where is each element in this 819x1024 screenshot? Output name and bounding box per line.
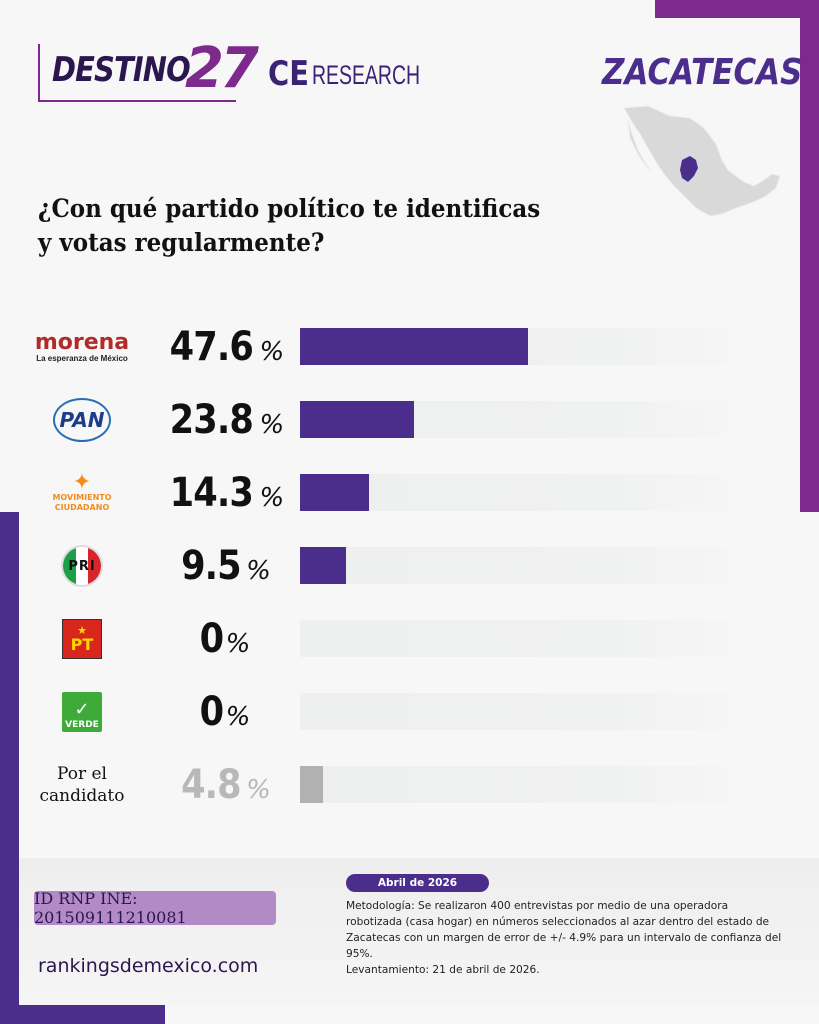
candidate-label-line-1: Por el (56, 764, 107, 784)
movimiento-ciudadano-logo: ✦ MOVIMIENTO CIUDADANO (30, 463, 134, 523)
bar-pri (300, 547, 346, 584)
result-row-pri: PRI 9.5% (0, 536, 800, 596)
destino-logo-frame (38, 44, 236, 102)
state-title: ZACATECAS (602, 52, 803, 93)
bar-pan (300, 401, 415, 438)
value-label: 0 (199, 616, 223, 662)
pt-logo-text: PT (70, 634, 94, 654)
frame-left-accent (0, 512, 19, 1024)
pan-logo-text: PAN (53, 398, 111, 442)
zacatecas-highlight (680, 156, 698, 182)
verde-logo: ✓ VERDE (30, 682, 134, 742)
ine-id-badge: ID RNP INE: 201509111210081 (34, 889, 276, 927)
percent-sign: % (259, 410, 285, 440)
ceresearch-logo-research: RESEARCH (312, 60, 421, 90)
percent-sign: % (259, 483, 285, 513)
result-row-mc: ✦ MOVIMIENTO CIUDADANO 14.3% (0, 463, 800, 523)
percentage-label: 9.5% (150, 536, 298, 596)
percentage-label: 23.8% (150, 390, 298, 450)
bar-track (300, 766, 740, 803)
percent-sign: % (259, 337, 285, 367)
bar-morena (300, 328, 529, 365)
result-row-pan: PAN 23.8% (0, 390, 800, 450)
value-label: 0 (199, 689, 223, 735)
bar-track (300, 474, 740, 511)
toucan-check-icon: ✓ (74, 699, 90, 720)
destino-logo-number: 27 (185, 36, 259, 101)
percentage-label: 0% (150, 682, 298, 742)
percentage-label: 4.8% (150, 755, 298, 815)
survey-question: ¿Con qué partido político te identificas… (38, 192, 540, 260)
value-label: 23.8 (169, 397, 253, 443)
question-line-1: ¿Con qué partido político te identificas (38, 194, 541, 223)
pri-logo-text: PRI (68, 558, 96, 574)
verde-logo-text: VERDE (65, 720, 99, 730)
methodology-description: Metodología: Se realizaron 400 entrevist… (346, 900, 782, 960)
value-label: 9.5 (181, 543, 242, 589)
candidate-label-line-2: candidato (39, 786, 125, 806)
result-row-candidate: Por el candidato 4.8% (0, 755, 800, 815)
bar-movimiento-ciudadano (300, 474, 369, 511)
value-label: 47.6 (169, 324, 253, 370)
star-icon: ★ (77, 623, 87, 637)
mc-logo-line-2: CIUDADANO (54, 503, 110, 512)
bar-candidate (300, 766, 324, 803)
eagle-icon: ✦ (72, 470, 92, 495)
frame-bottom-accent (0, 1005, 165, 1024)
result-row-verde: ✓ VERDE 0% (0, 682, 800, 742)
percentage-label: 0% (150, 609, 298, 669)
pri-logo: PRI (30, 536, 134, 596)
value-label: 14.3 (169, 470, 253, 516)
frame-top-accent (655, 0, 819, 18)
percentage-label: 14.3% (150, 463, 298, 523)
percent-sign: % (225, 702, 251, 732)
website-link[interactable]: rankingsdemexico.com (38, 955, 259, 977)
bar-track (300, 547, 740, 584)
percentage-label: 47.6% (150, 317, 298, 377)
bar-track (300, 620, 740, 657)
morena-logo-tagline: La esperanza de México (36, 353, 128, 363)
bar-track (300, 693, 740, 730)
ceresearch-logo-ce: CE (268, 54, 309, 94)
percent-sign: % (246, 775, 271, 805)
fieldwork-date: Levantamiento: 21 de abril de 2026. (346, 964, 540, 976)
candidate-label: Por el candidato (30, 755, 134, 815)
mexico-map-icon (623, 105, 781, 217)
morena-logo: morena La esperanza de México (30, 317, 134, 377)
result-row-pt: ★ PT 0% (0, 609, 800, 669)
result-row-morena: morena La esperanza de México 47.6% (0, 317, 800, 377)
percent-sign: % (225, 629, 251, 659)
pan-logo: PAN (30, 390, 134, 450)
percent-sign: % (246, 556, 271, 586)
frame-right-accent (800, 0, 819, 512)
value-label: 4.8 (181, 762, 242, 808)
destino-logo-text: DESTINO (52, 50, 191, 90)
pt-logo: ★ PT (30, 609, 134, 669)
question-line-2: y votas regularmente? (38, 228, 325, 257)
morena-logo-word: morena (34, 329, 130, 355)
mc-logo-line-1: MOVIMIENTO (52, 493, 112, 502)
methodology-text: Metodología: Se realizaron 400 entrevist… (346, 898, 786, 978)
survey-date-badge: Abril de 2026 (346, 874, 489, 892)
